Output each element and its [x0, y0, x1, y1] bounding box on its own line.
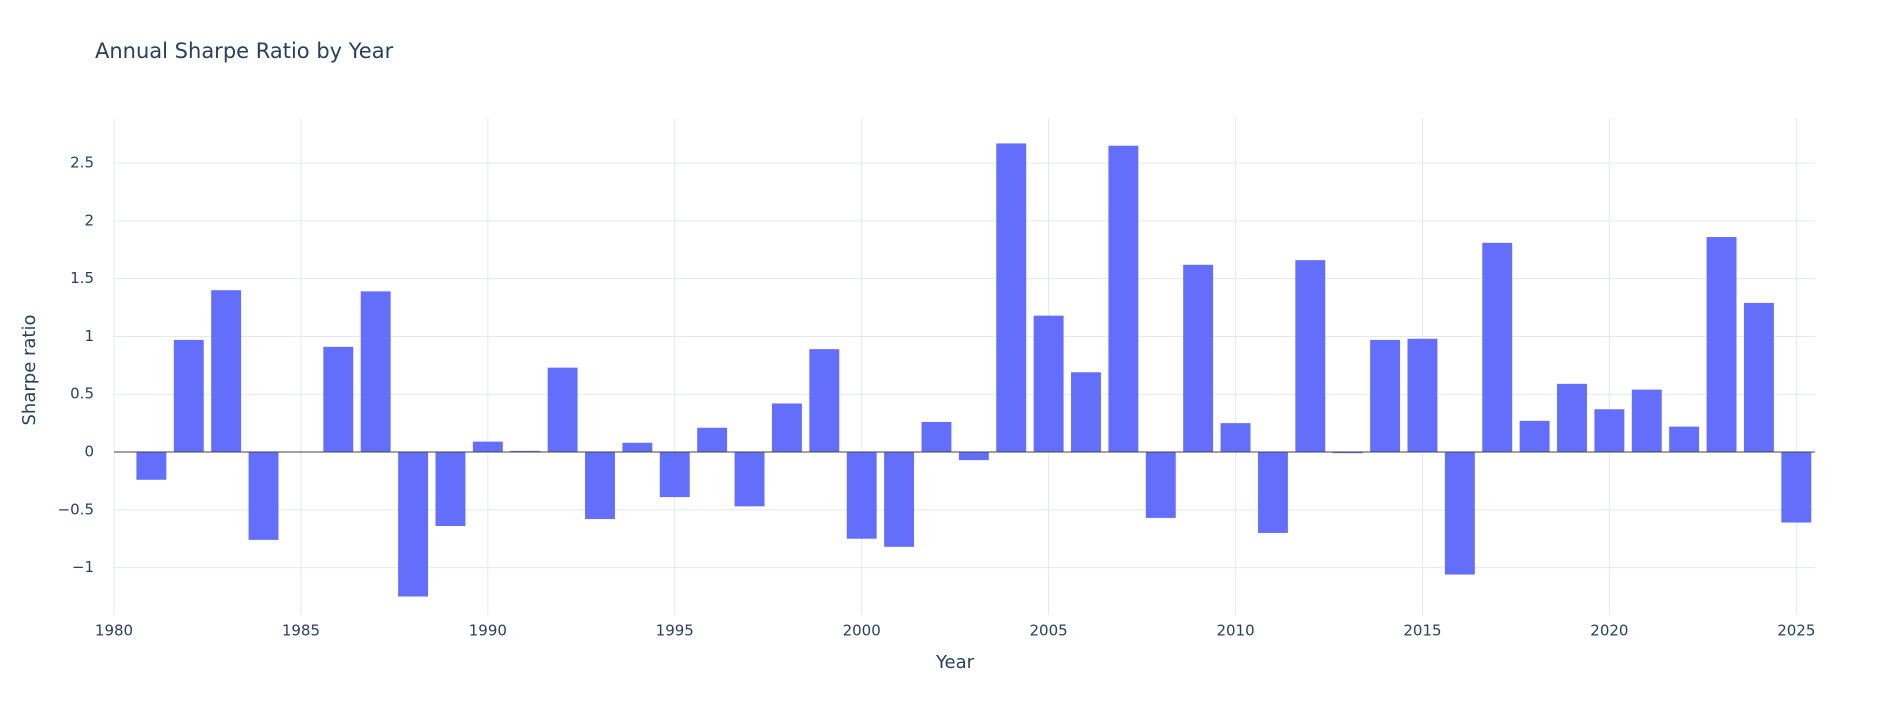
bar: [1519, 420, 1550, 453]
bar: [510, 450, 541, 453]
bar: [1071, 372, 1101, 453]
bar: [1781, 452, 1812, 523]
y-tick-label: −1: [72, 558, 94, 576]
bar: [398, 452, 429, 597]
x-tick-label: 1995: [656, 622, 694, 640]
bar: [884, 452, 915, 547]
bar: [323, 346, 354, 453]
bar: [1332, 452, 1363, 454]
y-axis-title: Sharpe ratio: [19, 315, 40, 426]
bar: [1482, 242, 1513, 453]
bar: [734, 452, 765, 507]
bar: [248, 452, 279, 540]
bar: [1145, 452, 1176, 518]
bar: [1444, 452, 1475, 575]
x-tick-label: 1990: [469, 622, 507, 640]
bar: [136, 452, 167, 480]
bar: [958, 452, 989, 461]
bar: [211, 290, 242, 453]
bar: [435, 452, 466, 527]
y-tick-label: 0: [84, 443, 94, 461]
bar: [1669, 426, 1700, 453]
bar: [996, 143, 1027, 453]
bar: [697, 427, 728, 453]
bar: [1183, 264, 1214, 453]
bar: [1033, 315, 1064, 453]
x-tick-label: 2015: [1403, 622, 1441, 640]
x-tick-label: 2025: [1777, 622, 1815, 640]
bar: [1743, 302, 1774, 453]
y-tick-label: 2.5: [70, 154, 94, 172]
x-tick-label: 1980: [95, 622, 133, 640]
x-tick-label: 2005: [1030, 622, 1068, 640]
x-tick-label: 2000: [843, 622, 881, 640]
bar: [1220, 423, 1251, 453]
bar: [1706, 237, 1737, 453]
bar: [921, 421, 952, 453]
bar: [622, 442, 653, 453]
y-tick-label: 0.5: [70, 385, 94, 403]
y-tick-label: 2: [84, 211, 94, 229]
chart-title: Annual Sharpe Ratio by Year: [95, 39, 394, 63]
bar: [1257, 452, 1288, 533]
bar: [1594, 409, 1625, 453]
bar: [547, 367, 578, 453]
bar: [585, 452, 615, 520]
bar: [659, 452, 690, 498]
bar: [1295, 260, 1326, 453]
bar: [472, 441, 503, 453]
y-tick-label: 1.5: [70, 269, 94, 287]
x-tick-label: 2010: [1216, 622, 1254, 640]
y-tick-label: 1: [84, 327, 94, 345]
bar: [1631, 389, 1662, 453]
y-tick-label: −0.5: [58, 500, 94, 518]
bar: [1557, 383, 1587, 453]
x-axis-title: Year: [935, 652, 975, 673]
x-tick-label: 1985: [282, 622, 320, 640]
bar: [1108, 145, 1139, 453]
bar: [1370, 339, 1401, 453]
bar: [771, 403, 802, 453]
bar: [360, 291, 391, 453]
x-tick-label: 2020: [1590, 622, 1628, 640]
bar: [1407, 338, 1438, 453]
bar: [173, 339, 204, 453]
bar: [809, 349, 840, 453]
bar: [846, 452, 877, 539]
